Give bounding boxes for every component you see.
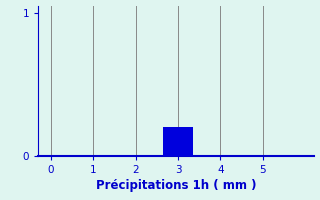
X-axis label: Précipitations 1h ( mm ): Précipitations 1h ( mm ) xyxy=(96,179,256,192)
Bar xyxy=(163,127,193,156)
